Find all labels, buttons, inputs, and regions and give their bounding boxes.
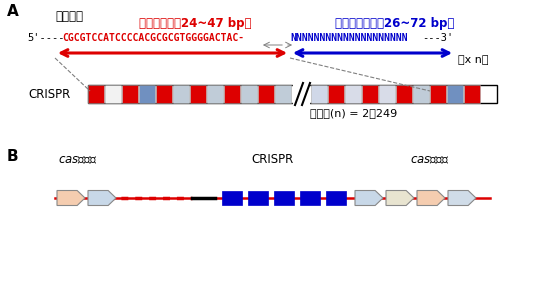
Text: CRISPR: CRISPR	[251, 153, 293, 166]
Bar	[362, 85, 378, 103]
Bar	[122, 85, 138, 103]
Bar	[275, 85, 291, 103]
Bar	[88, 85, 104, 103]
Bar	[345, 85, 361, 103]
Text: B: B	[7, 149, 19, 164]
Bar	[300, 191, 320, 205]
Bar	[430, 85, 446, 103]
Polygon shape	[355, 191, 383, 206]
Text: $\it{cas}$遺伝子: $\it{cas}$遺伝子	[58, 153, 98, 166]
Text: 5'----: 5'----	[27, 33, 64, 43]
Bar	[88, 85, 497, 103]
Bar	[173, 85, 189, 103]
Polygon shape	[57, 191, 85, 206]
Polygon shape	[417, 191, 445, 206]
Bar	[447, 85, 463, 103]
Bar	[139, 85, 155, 103]
Polygon shape	[448, 191, 476, 206]
Polygon shape	[386, 191, 414, 206]
Bar	[274, 191, 294, 205]
Bar	[222, 191, 242, 205]
Text: CGCGTCCATCCCCACGCGCGTGGGGACTAC-: CGCGTCCATCCCCACGCGCGTGGGGACTAC-	[62, 33, 244, 43]
Bar	[156, 85, 172, 103]
Bar	[311, 85, 327, 103]
Polygon shape	[88, 191, 116, 206]
Bar	[328, 85, 344, 103]
Bar	[258, 85, 274, 103]
Bar	[326, 191, 346, 205]
Text: CRISPR: CRISPR	[28, 88, 70, 101]
Text: スペーサー　（26~72 bp）: スペーサー （26~72 bp）	[336, 17, 455, 30]
Bar	[241, 85, 257, 103]
Bar	[105, 85, 121, 103]
Text: （x n）: （x n）	[458, 55, 488, 65]
Text: 反復数(n) = 2～249: 反復数(n) = 2～249	[310, 108, 397, 118]
Bar	[464, 85, 480, 103]
Text: ---3': ---3'	[422, 33, 453, 43]
Text: NNNNNNNNNNNNNNNNNNNN: NNNNNNNNNNNNNNNNNNNN	[290, 33, 408, 43]
Bar	[207, 85, 223, 103]
Text: リピート　（24~47 bp）: リピート （24~47 bp）	[139, 17, 251, 30]
Text: A: A	[7, 4, 19, 19]
Bar	[248, 191, 268, 205]
Bar	[190, 85, 206, 103]
Bar	[379, 85, 395, 103]
Bar	[396, 85, 412, 103]
Bar	[224, 85, 240, 103]
Text: （一例）: （一例）	[55, 10, 83, 23]
Bar	[413, 85, 429, 103]
Text: $\it{cas}$遺伝子: $\it{cas}$遺伝子	[410, 153, 450, 166]
